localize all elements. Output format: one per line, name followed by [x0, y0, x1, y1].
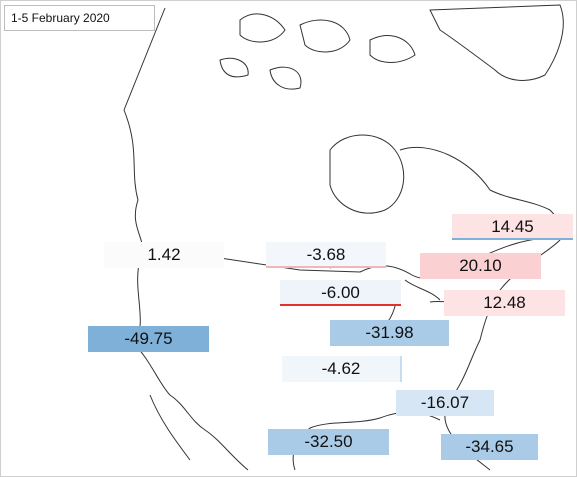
arctic-islands — [219, 13, 416, 90]
hudson-bay — [329, 134, 405, 214]
map-title: 1-5 February 2020 — [4, 5, 155, 31]
value-label-midwest: -31.98 — [330, 320, 449, 346]
value-label-texas-gulf: -32.50 — [268, 429, 389, 455]
value-label-south-central: -4.62 — [282, 356, 402, 382]
alaska-border — [123, 7, 166, 111]
value-label-west: 1.42 — [104, 242, 224, 268]
value-label-pacific-sw: -49.75 — [88, 326, 209, 352]
value-label-great-lakes-west: -6.00 — [280, 280, 401, 306]
value-label-southeast-inland: -16.07 — [396, 390, 494, 416]
pacific-coastline — [123, 109, 249, 471]
baja-peninsula — [149, 394, 191, 461]
greenland — [429, 4, 564, 81]
value-label-northeast: 20.10 — [420, 253, 541, 279]
value-label-north-central: -3.68 — [266, 242, 386, 268]
value-label-florida: -34.65 — [441, 434, 538, 460]
value-label-mid-atlantic: 12.48 — [444, 290, 565, 316]
value-label-new-england: 14.45 — [452, 214, 573, 240]
